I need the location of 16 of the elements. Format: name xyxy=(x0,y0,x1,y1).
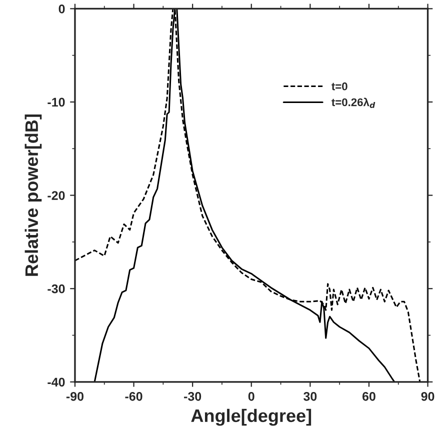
x-tick-label: -90 xyxy=(66,392,84,401)
x-tick-label: 30 xyxy=(304,392,317,401)
legend-label: t=0 xyxy=(332,82,348,90)
y-tick-label: -10 xyxy=(48,98,65,107)
x-tick-label: -60 xyxy=(125,392,142,401)
x-tick-label: 60 xyxy=(362,392,376,401)
x-tick-label: -30 xyxy=(184,392,202,401)
y-tick-label: -40 xyxy=(48,378,65,387)
y-tick-label: -20 xyxy=(48,191,65,200)
y-tick-label: 0 xyxy=(58,4,65,14)
y-tick-label: -30 xyxy=(48,284,65,294)
x-tick-label: 0 xyxy=(248,392,254,401)
x-tick-label: 90 xyxy=(421,392,434,401)
legend-label: t=0.26λ$_{d}$ xyxy=(332,98,376,108)
x-axis-title: Angle[degree] xyxy=(191,408,312,426)
y-axis-title: Relative power[dB] xyxy=(24,114,42,276)
